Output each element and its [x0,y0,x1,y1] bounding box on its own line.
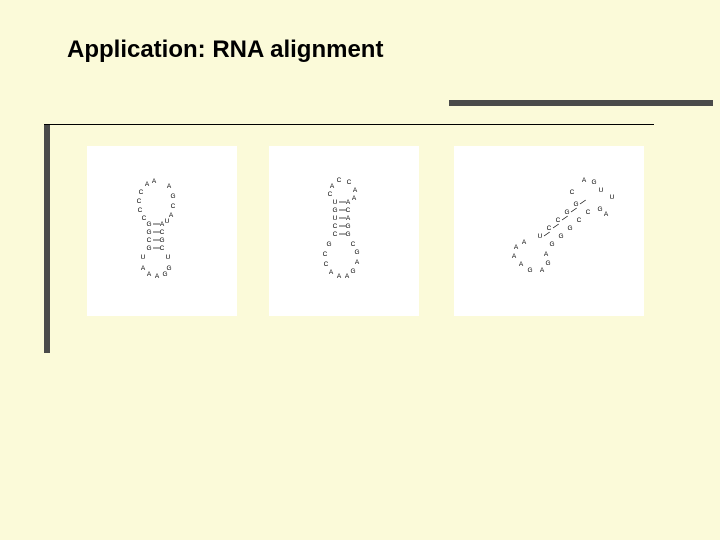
svg-text:G: G [146,229,151,236]
svg-text:G: G [162,271,167,278]
svg-text:A: A [329,269,334,276]
svg-text:G: G [527,267,532,274]
svg-text:C: C [351,241,356,248]
svg-text:A: A [155,273,160,280]
svg-text:A: A [519,261,524,268]
svg-text:G: G [564,209,569,216]
svg-text:A: A [540,267,545,274]
svg-text:A: A [346,199,351,206]
svg-text:A: A [330,183,335,190]
svg-text:G: G [573,201,578,208]
svg-text:C: C [324,261,329,268]
svg-text:U: U [333,215,338,222]
svg-text:C: C [556,217,561,224]
svg-text:A: A [582,177,587,184]
svg-text:A: A [346,215,351,222]
svg-text:C: C [346,207,351,214]
slide-title: Application: RNA alignment [67,36,383,64]
svg-text:U: U [333,199,338,206]
svg-text:C: C [570,189,575,196]
svg-text:C: C [333,231,338,238]
title-underline [44,124,654,125]
svg-text:G: G [159,237,164,244]
svg-text:A: A [147,271,152,278]
svg-text:C: C [323,251,328,258]
svg-text:A: A [353,187,358,194]
svg-text:C: C [333,223,338,230]
svg-text:U: U [599,187,604,194]
svg-text:C: C [160,245,165,252]
svg-text:G: G [549,241,554,248]
svg-text:C: C [547,225,552,232]
svg-text:A: A [514,244,519,251]
accent-bar-left [44,124,50,362]
rna-panel-rna-1: AAACGCCCACUGAGCCGGCUUAGAAG [87,146,237,316]
svg-text:A: A [169,212,174,219]
svg-text:G: G [545,260,550,267]
svg-text:G: G [558,233,563,240]
svg-text:C: C [586,209,591,216]
accent-notch [44,353,58,363]
svg-text:G: G [350,268,355,275]
rna-structure-rna-1: AAACGCCCACUGAGCCGGCUUAGAAG [87,146,237,316]
svg-text:A: A [145,181,150,188]
svg-text:G: G [345,231,350,238]
slide: Application: RNA alignment AAACGCCCACUGA… [0,0,720,540]
svg-text:G: G [332,207,337,214]
accent-bar-top [449,100,713,106]
svg-text:A: A [152,178,157,185]
slide-content: Application: RNA alignment AAACGCCCACUGA… [0,0,720,540]
svg-text:C: C [147,237,152,244]
svg-text:G: G [326,241,331,248]
svg-text:A: A [141,265,146,272]
svg-text:U: U [166,254,171,261]
svg-text:G: G [354,249,359,256]
rna-panel-rna-3: AGUUCGCGAGCCGCGUGAAAAGAAG [454,146,644,316]
svg-text:C: C [347,179,352,186]
svg-text:A: A [167,183,172,190]
svg-text:C: C [577,217,582,224]
svg-text:C: C [139,189,144,196]
svg-text:G: G [567,225,572,232]
svg-text:A: A [544,251,549,258]
rna-panel-rna-2: CCAACAUAGCUACGCGGCCGCAAGAA [269,146,419,316]
svg-text:U: U [141,254,146,261]
svg-text:A: A [352,195,357,202]
svg-text:C: C [138,207,143,214]
svg-text:A: A [337,273,342,280]
svg-text:C: C [137,198,142,205]
svg-text:C: C [328,191,333,198]
svg-text:G: G [345,223,350,230]
svg-text:G: G [591,179,596,186]
svg-text:A: A [345,273,350,280]
svg-text:U: U [610,194,615,201]
svg-text:C: C [337,177,342,184]
svg-text:A: A [160,221,165,228]
rna-structure-rna-3: AGUUCGCGAGCCGCGUGAAAAGAAG [454,146,644,316]
svg-text:G: G [146,221,151,228]
svg-text:A: A [512,253,517,260]
rna-structure-rna-2: CCAACAUAGCUACGCGGCCGCAAGAA [269,146,419,316]
svg-text:A: A [604,211,609,218]
svg-text:C: C [171,203,176,210]
svg-text:G: G [597,206,602,213]
svg-text:A: A [355,259,360,266]
svg-text:G: G [146,245,151,252]
svg-text:G: G [170,193,175,200]
svg-text:U: U [538,233,543,240]
svg-text:U: U [165,218,170,225]
svg-text:A: A [522,239,527,246]
svg-text:C: C [160,229,165,236]
